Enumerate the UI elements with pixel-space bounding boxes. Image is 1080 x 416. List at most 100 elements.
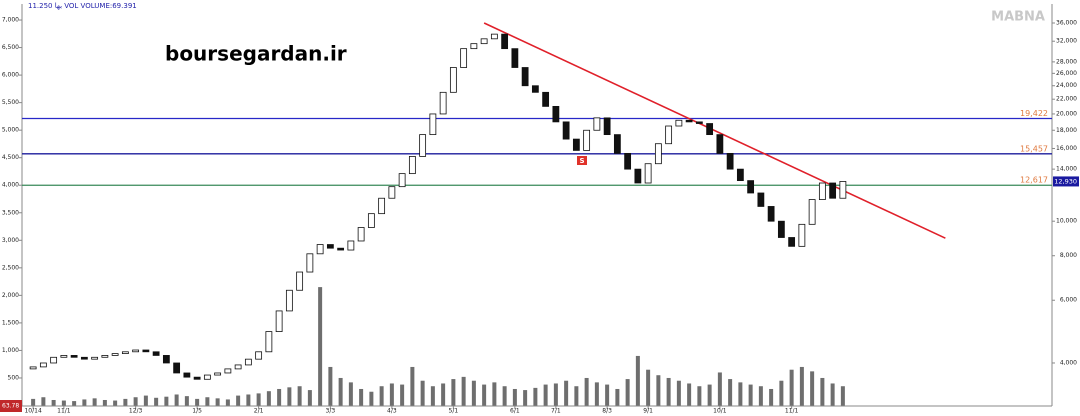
volume-bar — [594, 382, 599, 406]
watermark: MABNA — [991, 10, 1045, 25]
volume-bar — [728, 379, 733, 406]
x-tick-label: 7/1 — [551, 408, 561, 415]
candle — [808, 199, 816, 225]
y2-tick-label: 32,000 — [1056, 38, 1077, 45]
volume-bar — [789, 369, 794, 406]
candle — [634, 168, 642, 184]
candle — [593, 117, 601, 131]
volume-bar — [543, 384, 548, 406]
level-label: 19,422 — [1020, 109, 1048, 118]
candle — [70, 355, 78, 358]
candle — [316, 244, 324, 255]
trend-line — [483, 22, 946, 239]
volume-bar — [676, 380, 681, 406]
volume-bar — [31, 398, 36, 406]
candle — [275, 310, 283, 332]
candle — [644, 163, 652, 184]
x-tick-label: 4/3 — [387, 408, 397, 415]
candle — [531, 85, 539, 93]
candle — [347, 240, 355, 251]
last-price-label: 12,930 — [1054, 177, 1077, 185]
candle — [29, 366, 37, 370]
volume-bar — [102, 399, 107, 406]
candle — [829, 182, 837, 199]
volume-bar — [482, 384, 487, 406]
candle — [183, 372, 191, 378]
candle — [60, 355, 68, 358]
x-tick-label: 10/1 — [713, 408, 727, 415]
volume-bar — [840, 386, 845, 406]
y2-tick-label: 28,000 — [1056, 58, 1077, 65]
x-tick-label: 1/5 — [192, 408, 202, 415]
candle — [357, 227, 365, 242]
volume-bar — [400, 384, 405, 406]
x-tick-label: 6/1 — [510, 408, 520, 415]
corner-box — [0, 400, 22, 412]
candle — [439, 91, 447, 115]
volume-bar — [779, 380, 784, 406]
volume-bar — [512, 388, 517, 406]
y2-tick-label: 4,000 — [1060, 359, 1077, 366]
y2-tick-label: 18,000 — [1056, 127, 1077, 134]
candle — [378, 197, 386, 215]
candle — [214, 372, 222, 376]
volume-bar — [113, 400, 118, 406]
candle — [306, 253, 314, 273]
y2-tick-label: 16,000 — [1056, 145, 1077, 152]
candle — [818, 182, 826, 200]
candle — [132, 349, 140, 353]
volume-bar — [328, 366, 333, 406]
y-tick-label: 2,000 — [2, 292, 19, 299]
volume-bar — [769, 388, 774, 406]
volume-bar — [277, 388, 282, 406]
candle — [255, 351, 263, 360]
candle — [839, 181, 847, 199]
corner-label: 63.78 — [2, 403, 19, 410]
candle — [285, 289, 293, 312]
candle — [326, 244, 334, 249]
y2-tick-label: 14,000 — [1056, 166, 1077, 173]
candle — [501, 33, 509, 50]
volume-bar — [164, 396, 169, 406]
candle — [521, 67, 529, 87]
candle — [695, 121, 703, 124]
volume-bar — [420, 380, 425, 406]
x-tick-label: 12/3 — [129, 408, 143, 415]
candle — [449, 67, 457, 93]
y-tick-label: 4,500 — [2, 154, 19, 161]
y2-tick-label: 36,000 — [1056, 19, 1077, 26]
y-tick-label: 5,000 — [2, 127, 19, 134]
volume-bar — [605, 384, 610, 406]
level-label: 15,457 — [1020, 144, 1048, 153]
candle — [716, 134, 724, 154]
volume-bar — [133, 397, 138, 406]
volume-bar — [72, 401, 77, 406]
y-tick-label: 3,500 — [2, 209, 19, 216]
volume-bar — [738, 382, 743, 406]
candle — [736, 168, 744, 182]
volume-bar — [123, 398, 128, 406]
y-tick-label: 6,500 — [2, 44, 19, 51]
volume-bar — [584, 377, 589, 406]
candle — [419, 134, 427, 157]
volume-bar — [174, 394, 179, 406]
x-tick-label: 11/1 — [57, 408, 71, 415]
volume-bar — [82, 399, 87, 406]
x-tick-label: 11/1 — [785, 408, 799, 415]
volume-bar — [615, 388, 620, 406]
y-tick-label: 7,000 — [2, 17, 19, 24]
header: 11.250 بها VOL VOLUME:69.391 — [28, 2, 137, 10]
volume-bar — [369, 391, 374, 406]
candle — [39, 362, 47, 368]
volume-bar — [225, 399, 230, 406]
candle — [542, 91, 550, 107]
candle — [408, 156, 416, 175]
volume-bar — [533, 387, 538, 406]
y2-tick-label: 26,000 — [1056, 70, 1077, 77]
volume-bar — [646, 369, 651, 406]
y-tick-label: 6,000 — [2, 72, 19, 79]
volume-bar — [820, 377, 825, 406]
candle — [788, 237, 796, 247]
